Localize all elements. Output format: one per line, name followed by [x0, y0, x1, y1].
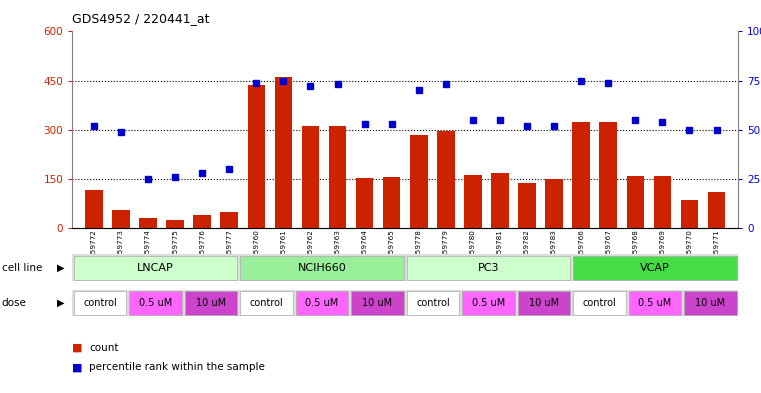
- Bar: [112, 210, 130, 228]
- Bar: [654, 176, 671, 228]
- Text: 0.5 uM: 0.5 uM: [305, 298, 339, 308]
- Bar: [301, 127, 320, 228]
- Bar: [600, 121, 617, 228]
- Text: ▶: ▶: [57, 263, 65, 273]
- Bar: [240, 291, 293, 315]
- Bar: [351, 291, 404, 315]
- Bar: [573, 291, 626, 315]
- Bar: [462, 291, 515, 315]
- Text: 10 uM: 10 uM: [196, 298, 226, 308]
- Text: LNCAP: LNCAP: [137, 263, 174, 273]
- Bar: [356, 178, 374, 228]
- Text: NCIH660: NCIH660: [298, 263, 346, 273]
- Bar: [684, 291, 737, 315]
- Text: ■: ■: [72, 362, 83, 373]
- Text: count: count: [89, 343, 119, 353]
- Bar: [240, 255, 404, 280]
- Bar: [329, 127, 346, 228]
- Bar: [626, 176, 644, 228]
- Bar: [295, 291, 349, 315]
- Bar: [406, 291, 460, 315]
- Bar: [572, 121, 590, 228]
- Bar: [247, 86, 265, 228]
- Bar: [406, 255, 570, 280]
- Text: 10 uM: 10 uM: [362, 298, 393, 308]
- Text: percentile rank within the sample: percentile rank within the sample: [89, 362, 265, 373]
- Text: PC3: PC3: [478, 263, 499, 273]
- Text: GDS4952 / 220441_at: GDS4952 / 220441_at: [72, 12, 210, 25]
- Bar: [185, 291, 237, 315]
- Bar: [167, 220, 184, 228]
- Text: 0.5 uM: 0.5 uM: [638, 298, 671, 308]
- Bar: [680, 200, 699, 228]
- Bar: [139, 218, 157, 228]
- Text: cell line: cell line: [2, 263, 42, 273]
- Text: 0.5 uM: 0.5 uM: [472, 298, 505, 308]
- Bar: [74, 291, 126, 315]
- Text: control: control: [416, 298, 450, 308]
- Bar: [573, 255, 737, 280]
- Text: control: control: [250, 298, 283, 308]
- Bar: [491, 173, 509, 228]
- Bar: [74, 255, 237, 280]
- Text: ■: ■: [72, 343, 83, 353]
- Bar: [517, 291, 570, 315]
- Bar: [518, 183, 536, 228]
- Bar: [221, 211, 238, 228]
- Bar: [708, 192, 725, 228]
- Text: 0.5 uM: 0.5 uM: [139, 298, 172, 308]
- Bar: [85, 190, 103, 228]
- Text: 10 uM: 10 uM: [529, 298, 559, 308]
- Text: control: control: [83, 298, 117, 308]
- Text: 10 uM: 10 uM: [696, 298, 725, 308]
- Text: dose: dose: [2, 298, 27, 308]
- Bar: [129, 291, 182, 315]
- Bar: [410, 134, 428, 228]
- Bar: [464, 175, 482, 228]
- Text: control: control: [583, 298, 616, 308]
- Bar: [193, 215, 211, 228]
- Text: VCAP: VCAP: [640, 263, 670, 273]
- Bar: [437, 131, 454, 228]
- Bar: [383, 177, 400, 228]
- Text: ▶: ▶: [57, 298, 65, 308]
- Bar: [275, 77, 292, 228]
- Bar: [546, 179, 563, 228]
- Bar: [629, 291, 681, 315]
